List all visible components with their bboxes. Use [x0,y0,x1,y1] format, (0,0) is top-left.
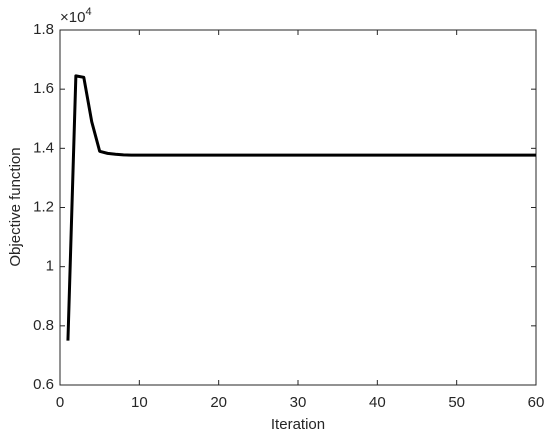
x-tick-label: 50 [448,394,465,411]
y-tick-label: 1.6 [33,80,54,97]
x-axis-label: Iteration [271,416,325,433]
y-exponent-power: 4 [85,6,91,18]
x-tick-label: 0 [56,394,64,411]
x-tick-label: 30 [290,394,307,411]
y-tick-label: 1.8 [33,21,54,38]
y-exponent-base: ×10 [60,9,85,26]
y-exponent: ×104 [60,6,92,26]
x-tick-label: 20 [210,394,227,411]
x-tick-label: 60 [528,394,545,411]
x-tick-label: 10 [131,394,148,411]
y-tick-label: 1 [46,258,54,275]
y-tick-label: 1.4 [33,139,54,156]
y-tick-label: 0.6 [33,376,54,393]
y-axis-label: Objective function [7,147,24,266]
y-tick-label: 0.8 [33,317,54,334]
plot-box [59,29,537,386]
x-tick-label: 40 [369,394,386,411]
y-tick-label: 1.2 [33,198,54,215]
line [66,74,536,341]
